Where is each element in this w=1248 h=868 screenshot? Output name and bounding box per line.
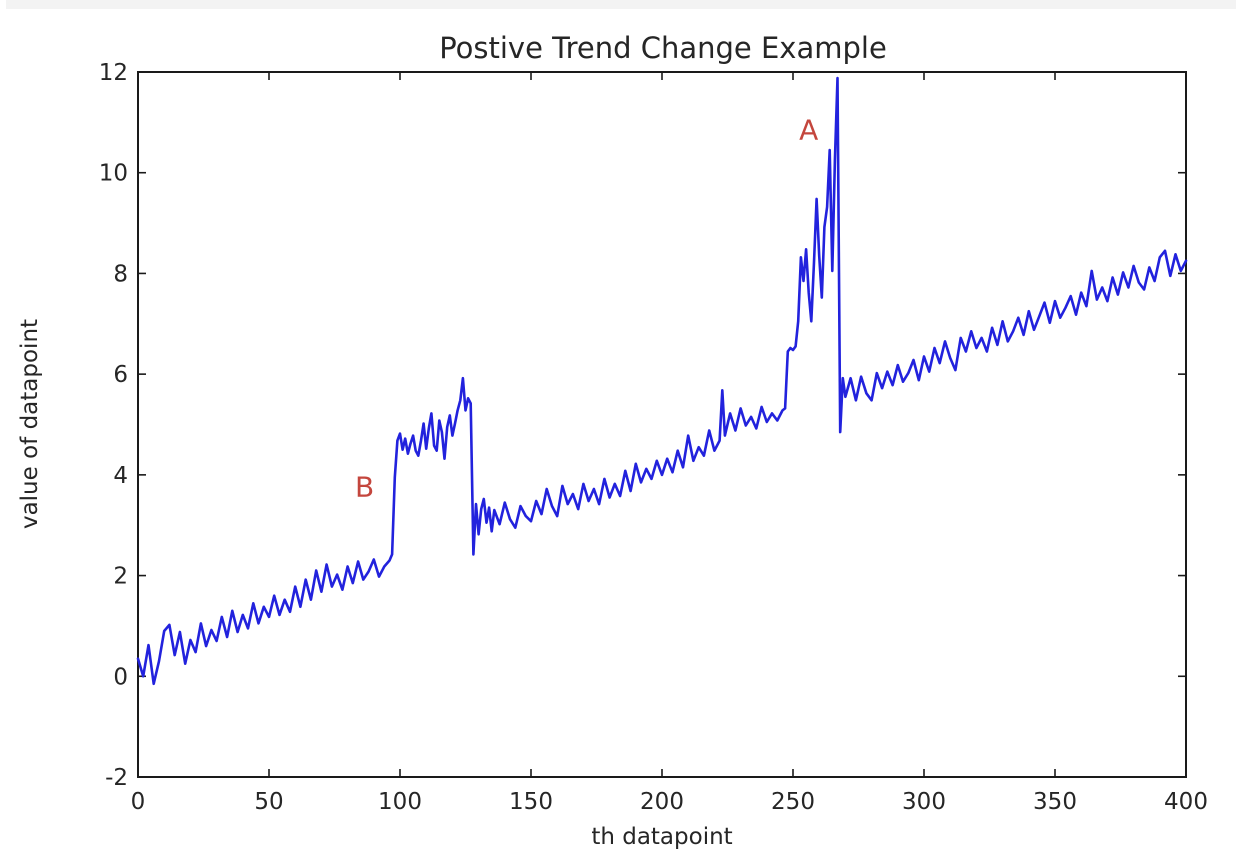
y-tick-label: 2 bbox=[113, 564, 128, 590]
plot-line bbox=[136, 76, 1188, 686]
plot-spines bbox=[137, 71, 1187, 778]
y-tick-label: 6 bbox=[113, 362, 128, 388]
x-tick-label: 200 bbox=[640, 789, 684, 815]
x-tick-label: 0 bbox=[131, 789, 146, 815]
y-tick-label: 10 bbox=[99, 161, 128, 187]
x-tick-label: 250 bbox=[771, 789, 815, 815]
annotation-b: B bbox=[355, 470, 375, 504]
x-tick-label: 300 bbox=[902, 789, 946, 815]
x-tick-label: 350 bbox=[1033, 789, 1077, 815]
y-tick-label: 12 bbox=[99, 60, 128, 86]
y-tick-label: 8 bbox=[113, 261, 128, 287]
x-axis-label: th datapoint bbox=[591, 824, 733, 850]
chart-title: Postive Trend Change Example bbox=[439, 31, 887, 65]
x-tick-label: 400 bbox=[1164, 789, 1208, 815]
y-tick-label: -2 bbox=[105, 765, 128, 791]
y-tick-label: 4 bbox=[113, 463, 128, 489]
window-top-border bbox=[6, 0, 1236, 9]
annotation-a: A bbox=[799, 113, 819, 147]
x-tick-label: 150 bbox=[509, 789, 553, 815]
y-tick-label: 0 bbox=[113, 664, 128, 690]
x-tick-label: 100 bbox=[378, 789, 422, 815]
x-tick-label: 50 bbox=[254, 789, 283, 815]
